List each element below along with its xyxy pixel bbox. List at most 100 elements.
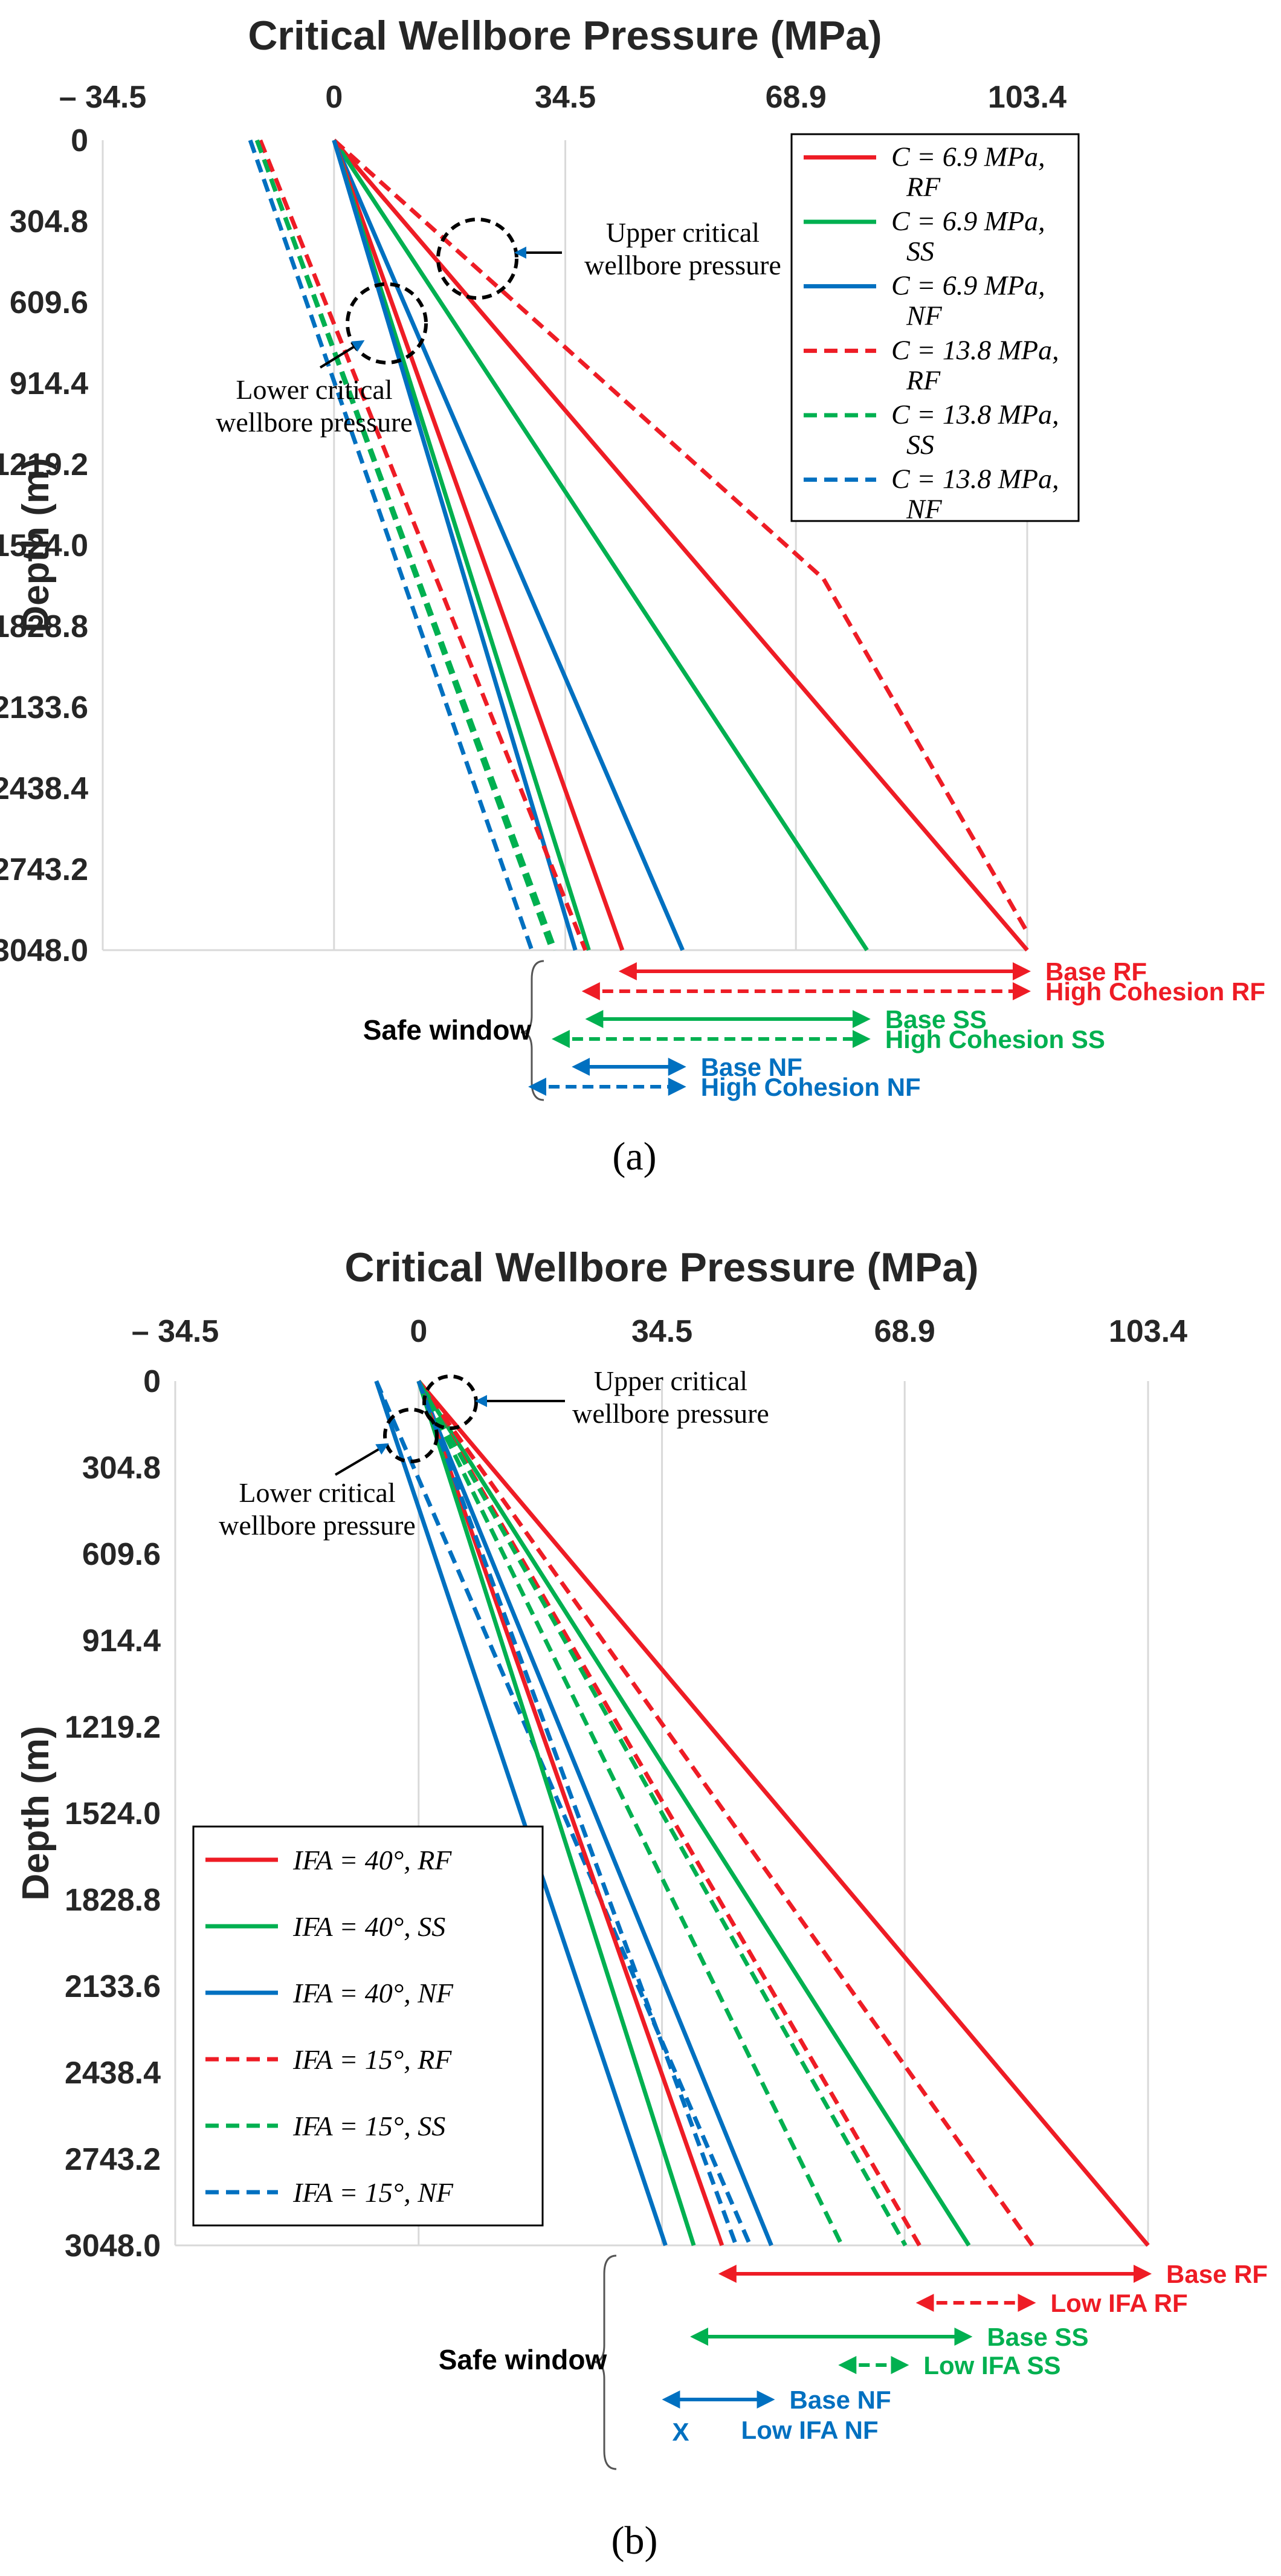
y-tick-label: 3048.0 bbox=[0, 933, 88, 968]
y-tick-label: 1219.2 bbox=[0, 447, 88, 482]
critical-circle bbox=[383, 1408, 439, 1463]
panel-caption: (a) bbox=[612, 1134, 656, 1179]
y-tick-label: 2743.2 bbox=[0, 852, 88, 887]
safe-window-arrow-label: Base SS bbox=[987, 2323, 1088, 2351]
annotation-text: wellbore pressure bbox=[219, 1510, 416, 1541]
series-c69-ss bbox=[332, 139, 869, 951]
critical-circle bbox=[346, 282, 428, 364]
legend-label-c138-ss: C = 13.8 MPa, bbox=[891, 399, 1059, 430]
legend-sub-c138-ss: SS bbox=[906, 429, 934, 460]
series-ifa15-rf bbox=[416, 1379, 1034, 2247]
legend-label-ifa15-rf: IFA = 15°, RF bbox=[292, 2044, 452, 2075]
legend-label-ifa40-rf: IFA = 40°, RF bbox=[292, 1845, 452, 1875]
annotation-arrow bbox=[334, 1443, 389, 1476]
annotation-text: Lower critical bbox=[236, 374, 392, 405]
y-tick-label: 2438.4 bbox=[65, 2056, 161, 2091]
x-tick-label: 0 bbox=[325, 80, 343, 115]
annotation-arrow bbox=[319, 340, 365, 369]
series-c69-nf bbox=[332, 139, 685, 951]
y-tick-label: 2743.2 bbox=[65, 2142, 161, 2177]
legend-label-ifa40-nf: IFA = 40°, NF bbox=[292, 1978, 454, 2008]
y-tick-label: 914.4 bbox=[10, 366, 88, 401]
y-tick-label: 304.8 bbox=[82, 1451, 161, 1486]
legend-sub-c138-nf: NF bbox=[906, 494, 943, 525]
y-tick-label: 609.6 bbox=[82, 1537, 161, 1572]
legend-label-c69-ss: C = 6.9 MPa, bbox=[891, 205, 1045, 236]
x-tick-label: – 34.5 bbox=[132, 1314, 219, 1349]
safe-window-arrow-label: Base NF bbox=[701, 1053, 802, 1081]
x-tick-label: 0 bbox=[410, 1314, 427, 1349]
y-axis-label: Depth (m) bbox=[15, 1726, 57, 1900]
x-tick-label: – 34.5 bbox=[59, 80, 147, 115]
legend-box bbox=[790, 133, 1080, 522]
y-tick-label: 2133.6 bbox=[65, 1969, 161, 2004]
panel-b: Critical Wellbore Pressure (MPa) – 34.5 0 3… bbox=[15, 1244, 1268, 2563]
y-tick-label: 1219.2 bbox=[65, 1710, 161, 1745]
panel-caption: (b) bbox=[611, 2519, 658, 2563]
x-tick-label: 103.4 bbox=[988, 80, 1066, 115]
legend-label-c138-rf: C = 13.8 MPa, bbox=[891, 334, 1059, 365]
series-low-nf bbox=[332, 140, 578, 951]
series-ifa15-nf bbox=[374, 1380, 752, 2247]
annotation-text: Upper critical bbox=[606, 217, 760, 248]
series-ifa40-ss bbox=[416, 1380, 971, 2247]
annotation-text: wellbore pressure bbox=[584, 250, 781, 280]
series-low-ss-d bbox=[254, 139, 558, 951]
safe-window-arrow-label: Base SS bbox=[885, 1005, 987, 1034]
safe-window-arrow-label: Base RF bbox=[1045, 957, 1147, 986]
series-c138-rf bbox=[332, 138, 1030, 933]
y-tick-label: 1524.0 bbox=[65, 1796, 161, 1831]
no-window-marker: X bbox=[673, 2418, 689, 2446]
y-tick-label: 2438.4 bbox=[0, 771, 88, 806]
series-c69-rf bbox=[332, 138, 1029, 952]
series-ifa40-rf bbox=[417, 1379, 1150, 2247]
legend-label-ifa40-ss: IFA = 40°, SS bbox=[292, 1911, 445, 1942]
y-tick-label: 0 bbox=[71, 123, 88, 158]
y-tick-label: 1524.0 bbox=[0, 528, 88, 563]
chart-title: Critical Wellbore Pressure (MPa) bbox=[344, 1244, 978, 1290]
y-tick-label: 1828.8 bbox=[0, 609, 88, 644]
safe-window-arrow-label: Base RF bbox=[1166, 2260, 1268, 2288]
series-low-ss bbox=[332, 139, 591, 951]
legend-label-c69-nf: C = 6.9 MPa, bbox=[891, 270, 1045, 301]
panel-a: Critical Wellbore Pressure (MPa) – 34.5 0 3… bbox=[0, 13, 1265, 1179]
series-low-nf bbox=[374, 1380, 668, 2247]
series-low-ss-d bbox=[416, 1380, 908, 2247]
legend-box bbox=[192, 1825, 544, 2227]
y-tick-label: 609.6 bbox=[10, 285, 88, 320]
legend: C = 6.9 MPa,RFC = 6.9 MPa,SSC = 6.9 MPa,… bbox=[790, 133, 1080, 525]
legend-sub-c69-ss: SS bbox=[906, 236, 934, 267]
series-low-rf bbox=[332, 139, 625, 951]
safe-window-arrow-label: High Cohesion SS bbox=[885, 1025, 1105, 1053]
x-tick-label: 68.9 bbox=[874, 1314, 935, 1349]
legend-label-c138-nf: C = 13.8 MPa, bbox=[891, 464, 1059, 494]
y-tick-label: 0 bbox=[143, 1364, 161, 1399]
safe-window-label: Safe window bbox=[439, 2344, 607, 2375]
series-ifa40-nf bbox=[416, 1380, 773, 2247]
critical-circle bbox=[436, 218, 518, 300]
x-tick-label: 34.5 bbox=[535, 80, 596, 115]
annotation-text: Lower critical bbox=[239, 1477, 395, 1508]
legend-sub-c69-rf: RF bbox=[906, 171, 941, 202]
safe-window-arrow-label: High Cohesion NF bbox=[701, 1073, 921, 1101]
x-tick-label: 68.9 bbox=[766, 80, 827, 115]
safe-window-label: Safe window bbox=[363, 1014, 532, 1046]
legend-label-ifa15-ss: IFA = 15°, SS bbox=[292, 2111, 445, 2141]
y-tick-label: 1828.8 bbox=[65, 1883, 161, 1918]
legend-sub-c69-nf: NF bbox=[906, 300, 943, 331]
annotation-text: Upper critical bbox=[594, 1365, 747, 1396]
safe-window-brace bbox=[593, 2254, 617, 2470]
legend: IFA = 40°, RF IFA = 40°, SS IFA = 40°, NF I… bbox=[192, 1825, 544, 2227]
y-tick-label: 2133.6 bbox=[0, 690, 88, 725]
annotation-text: wellbore pressure bbox=[216, 407, 413, 438]
safe-window-arrow-label: Low IFA SS bbox=[923, 2351, 1060, 2380]
series-low-nf-d bbox=[416, 1380, 738, 2247]
x-tick-label: 103.4 bbox=[1109, 1314, 1187, 1349]
safe-window-arrow-label: High Cohesion RF bbox=[1045, 977, 1265, 1006]
series-low-ss bbox=[416, 1380, 696, 2247]
annotation-text: wellbore pressure bbox=[572, 1398, 769, 1429]
series-ifa15-ss bbox=[416, 1380, 844, 2247]
